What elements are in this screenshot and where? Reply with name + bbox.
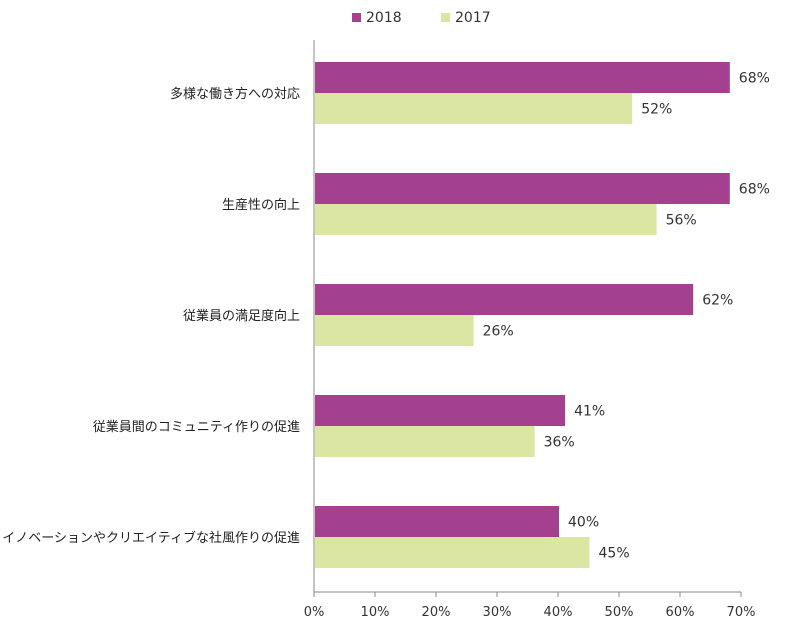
value-label-2017-4: 45% bbox=[599, 546, 630, 562]
value-labels: 68% 52% 68% 56% 62% 26% 41% 36% 40%45% bbox=[483, 71, 770, 562]
x-tick-label-3: 30% bbox=[483, 605, 512, 620]
legend-label-2018: 2018 bbox=[366, 10, 402, 26]
x-tick-label-2: 20% bbox=[422, 605, 451, 620]
x-tick-label-6: 60% bbox=[666, 605, 695, 620]
value-label-2017-0: 52% bbox=[641, 102, 672, 118]
legend-label-2017: 2017 bbox=[455, 10, 491, 26]
x-tick-label-5: 50% bbox=[605, 605, 634, 620]
category-label-4: イノベーションやクリエイティブな社風作りの促進 bbox=[2, 530, 300, 546]
bar-2018-3 bbox=[315, 395, 566, 426]
value-label-2017-2: 26% bbox=[483, 324, 514, 340]
category-label-3: 従業員間のコミュニティ作りの促進 bbox=[93, 419, 300, 435]
x-ticks: 0% 10% 20% 30% 40% 50% 60% 70% bbox=[304, 592, 756, 620]
bar-2018-1 bbox=[315, 173, 730, 204]
bar-2018-4 bbox=[315, 506, 559, 537]
legend-swatch-2017 bbox=[441, 13, 450, 22]
value-label-2018-1: 68% bbox=[739, 182, 770, 198]
category-label-0: 多様な働き方への対応 bbox=[170, 86, 300, 102]
category-label-2: 従業員の満足度向上 bbox=[183, 308, 300, 324]
bar-2017-3 bbox=[315, 426, 535, 457]
bar-2017-1 bbox=[315, 204, 657, 235]
value-label-2018-4: 40% bbox=[568, 515, 599, 531]
bars bbox=[315, 62, 730, 568]
x-tick-label-1: 10% bbox=[361, 605, 390, 620]
x-tick-label-7: 70% bbox=[727, 605, 756, 620]
legend: 2018 2017 bbox=[352, 10, 491, 26]
legend-swatch-2018 bbox=[352, 13, 361, 22]
category-label-1: 生産性の向上 bbox=[222, 197, 300, 213]
value-label-2018-2: 62% bbox=[702, 293, 733, 309]
x-tick-label-4: 40% bbox=[544, 605, 573, 620]
value-label-2017-3: 36% bbox=[544, 435, 575, 451]
category-labels: 多様な働き方への対応生産性の向上従業員の満足度向上従業員間のコミュニティ作りの促… bbox=[2, 86, 300, 546]
bar-2018-0 bbox=[315, 62, 730, 93]
value-label-2017-1: 56% bbox=[666, 213, 697, 229]
bar-2017-4 bbox=[315, 537, 590, 568]
bar-2017-2 bbox=[315, 315, 474, 346]
bar-2017-0 bbox=[315, 93, 633, 124]
bar-2018-2 bbox=[315, 284, 694, 315]
x-tick-label-0: 0% bbox=[304, 605, 325, 620]
value-label-2018-0: 68% bbox=[739, 71, 770, 87]
value-label-2018-3: 41% bbox=[574, 404, 605, 420]
